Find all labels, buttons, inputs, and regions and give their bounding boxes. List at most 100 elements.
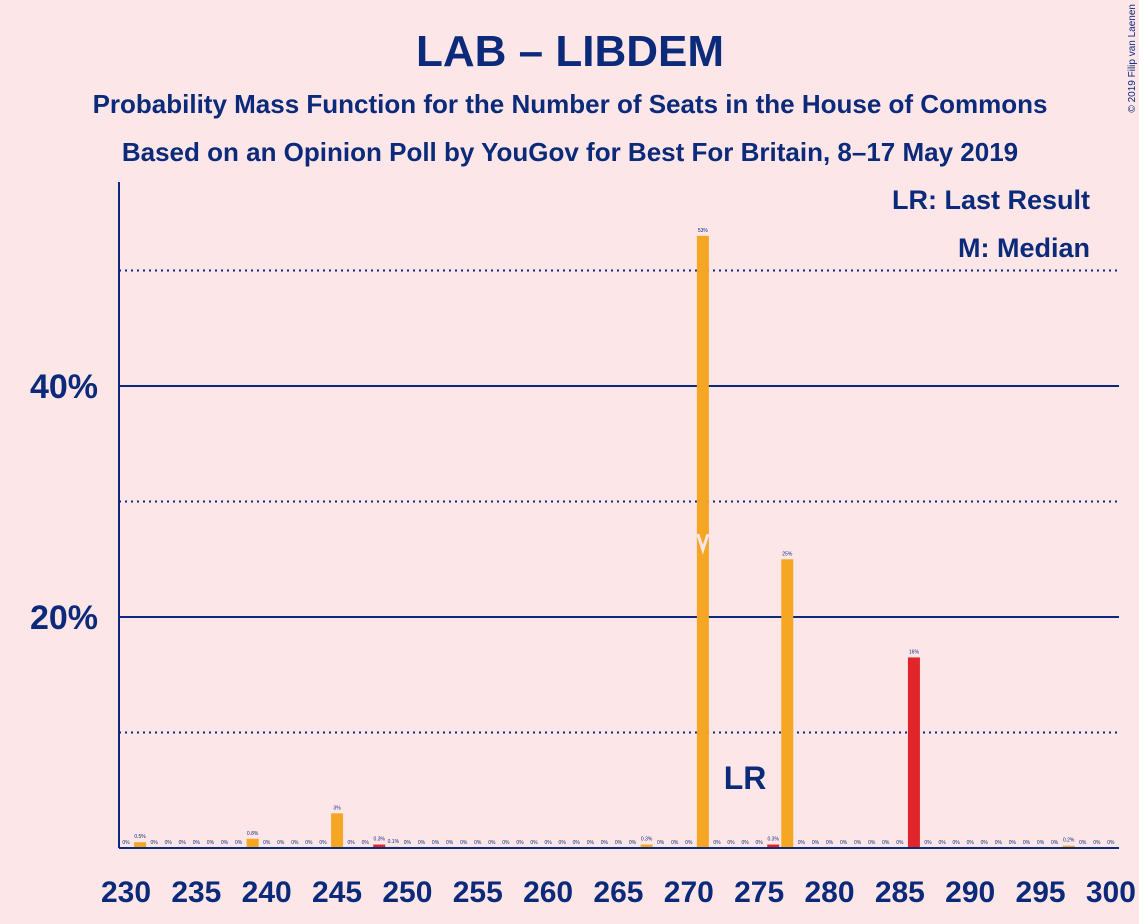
bar-label-272: 0% (713, 840, 721, 846)
bar-label-292: 0% (995, 840, 1003, 846)
chart-title: LAB – LIBDEM (416, 27, 724, 76)
bar-239 (246, 838, 259, 848)
bar-label-265: 0% (615, 840, 623, 846)
bar-label-244: 0% (319, 840, 327, 846)
bar-label-230: 0% (122, 840, 130, 846)
bar-label-298: 0% (1079, 840, 1087, 846)
bar-label-261: 0% (559, 840, 567, 846)
x-tick-label: 250 (382, 876, 432, 909)
x-tick-label: 295 (1016, 876, 1066, 909)
y-tick-label: 40% (30, 368, 98, 406)
bar-label-243: 0% (305, 840, 313, 846)
bar-label-232: 0% (151, 840, 159, 846)
bar-label-294: 0% (1023, 840, 1031, 846)
bar-label-282: 0% (854, 840, 862, 846)
bar-label-258: 0% (516, 840, 524, 846)
bar-label-238: 0% (235, 840, 243, 846)
x-tick-label: 260 (523, 876, 573, 909)
bar-label-237: 0% (221, 840, 229, 846)
x-tick-label: 245 (312, 876, 362, 909)
bar-231 (134, 842, 147, 848)
bar-label-284: 0% (882, 840, 890, 846)
x-tick-label: 300 (1086, 876, 1136, 909)
bar-label-252: 0% (432, 840, 440, 846)
bar-label-257: 0% (502, 840, 510, 846)
bar-label-239: 0.8% (247, 831, 259, 837)
bar-label-236: 0% (207, 840, 215, 846)
bar-label-270: 0% (685, 840, 693, 846)
bar-297 (1062, 845, 1075, 848)
bar-label-251: 0% (418, 840, 426, 846)
bar-label-245: 3% (333, 805, 341, 811)
bar-label-266: 0% (629, 840, 637, 846)
legend-median: M: Median (958, 233, 1090, 263)
bar-label-280: 0% (826, 840, 834, 846)
bar-label-260: 0% (544, 840, 552, 846)
bar-label-274: 0% (741, 840, 749, 846)
bar-277 (781, 559, 794, 848)
x-tick-label: 285 (875, 876, 925, 909)
bar-label-264: 0% (601, 840, 609, 846)
bar-label-279: 0% (812, 840, 820, 846)
bar-label-277: 25% (782, 551, 793, 557)
bar-label-278: 0% (798, 840, 806, 846)
x-tick-label: 270 (664, 876, 714, 909)
bar-label-256: 0% (488, 840, 496, 846)
bar-267 (640, 844, 653, 848)
gridlines (119, 269, 1119, 734)
bar-label-235: 0% (193, 840, 201, 846)
bar-labels-group: 0% 0.5% 0% 0% 0% 0% 0% 0% 0% 0.8% 0% 0% 0% 0% 0% 3% 0% 0%… (122, 228, 1115, 846)
bar-label-273: 0% (727, 840, 735, 846)
x-tick-label: 230 (101, 876, 151, 909)
x-tick-labels: 230 235 240 245 250 255 260 265 270 275 280 285 290 2… (101, 876, 1136, 909)
bar-label-249: 0.1% (388, 839, 400, 845)
median-marker (696, 533, 710, 555)
chart-subtitle: Probability Mass Function for the Number… (93, 89, 1048, 119)
bar-label-268: 0% (657, 840, 665, 846)
bar-label-299: 0% (1093, 840, 1101, 846)
bar-label-271: 53% (698, 228, 709, 234)
x-tick-label: 280 (804, 876, 854, 909)
bar-label-255: 0% (474, 840, 482, 846)
y-tick-labels: 20% 40% (30, 368, 98, 637)
bar-label-231: 0.5% (134, 834, 146, 840)
x-tick-label: 255 (453, 876, 503, 909)
bar-label-242: 0% (291, 840, 299, 846)
last-result-marker: LR (724, 760, 767, 796)
bar-286 (907, 657, 920, 848)
bar-label-240: 0% (263, 840, 271, 846)
bar-label-287: 0% (924, 840, 932, 846)
bar-label-250: 0% (404, 840, 412, 846)
chart-subtitle-2: Based on an Opinion Poll by YouGov for B… (122, 137, 1018, 167)
legend-last-result: LR: Last Result (892, 185, 1090, 215)
bar-label-275: 0% (756, 840, 764, 846)
bar-label-289: 0% (953, 840, 961, 846)
bar-label-253: 0% (446, 840, 454, 846)
bar-248 (373, 844, 386, 848)
bar-271 (696, 235, 709, 849)
bar-label-285: 0% (896, 840, 904, 846)
bar-label-262: 0% (573, 840, 581, 846)
bar-label-281: 0% (840, 840, 848, 846)
x-tick-label: 275 (734, 876, 784, 909)
bar-label-288: 0% (938, 840, 946, 846)
bar-label-283: 0% (868, 840, 876, 846)
x-tick-label: 290 (945, 876, 995, 909)
bar-label-234: 0% (179, 840, 187, 846)
y-tick-label: 20% (30, 599, 98, 637)
copyright-text: © 2019 Filip van Laenen (1127, 4, 1138, 113)
bar-label-296: 0% (1051, 840, 1059, 846)
x-tick-label: 240 (242, 876, 292, 909)
bar-label-300: 0% (1107, 840, 1115, 846)
bar-label-269: 0% (671, 840, 679, 846)
bars-group (134, 235, 1075, 849)
bar-label-241: 0% (277, 840, 285, 846)
x-tick-label: 265 (593, 876, 643, 909)
x-tick-label: 235 (171, 876, 221, 909)
bar-label-291: 0% (981, 840, 989, 846)
bar-label-233: 0% (165, 840, 173, 846)
bar-276 (767, 844, 780, 848)
bar-label-286: 16% (909, 649, 920, 655)
bar-label-276: 0.3% (768, 837, 780, 843)
